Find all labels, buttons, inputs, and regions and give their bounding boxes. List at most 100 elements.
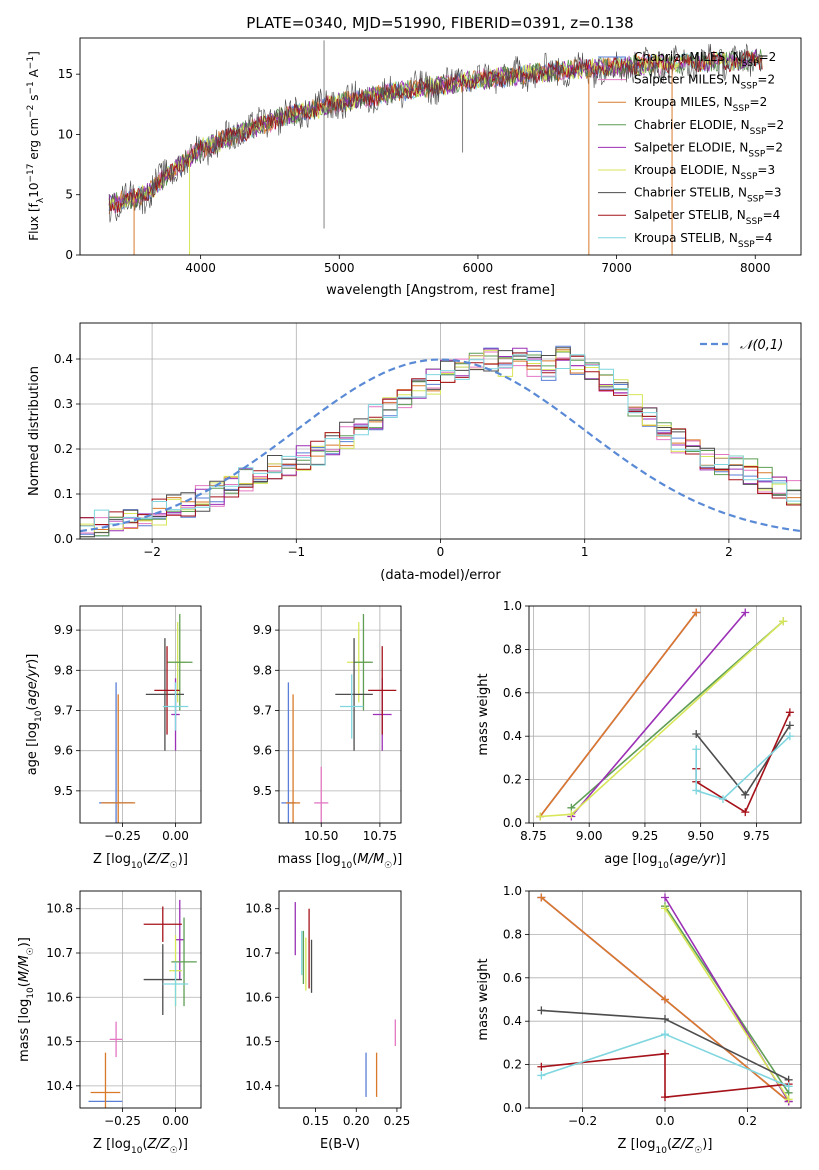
label-part: Salpeter STELIB, N (634, 208, 746, 222)
point-z-mass-3 (175, 899, 185, 980)
label-part: ☉ (694, 1146, 702, 1156)
y-tick-label: 1.0 (503, 599, 522, 613)
y-tick-label: 9.6 (253, 744, 272, 758)
points-z-age (99, 614, 193, 823)
axes-z-weight: −0.2 0.0 0.2 0.0 0.2 0.4 0.6 0.8 1.0 (503, 884, 801, 1128)
label-part: ( (667, 1137, 672, 1152)
label-part: =2 (750, 95, 768, 109)
mass-age-xlabel: mass [log10(M/M☉)] (278, 852, 403, 871)
y-tick-label: 10.5 (46, 1035, 73, 1049)
point-mass-age-8 (340, 674, 364, 739)
y-tick-label: 0.8 (503, 927, 522, 941)
label-part: λ (36, 197, 46, 203)
label-part: Z/Z (671, 1137, 695, 1152)
weight-marker (785, 708, 794, 717)
y-tick-label: 9.8 (253, 663, 272, 677)
label-part: SSP (738, 240, 755, 250)
y-tick-label: 9.7 (253, 703, 272, 717)
points-z-mass (88, 899, 197, 1108)
point-mass-age-2 (314, 766, 329, 823)
label-part: −17 (26, 163, 36, 182)
label-part: ☉ (170, 1146, 178, 1156)
weight-marker (661, 1030, 669, 1039)
legend-label: Salpeter MILES, NSSP=2 (634, 73, 775, 92)
weight-marker (692, 786, 701, 795)
legend-label: Chabrier MILES, NSSP=2 (634, 50, 776, 69)
label-part: Chabrier ELODIE, N (634, 118, 750, 132)
weight-marker (661, 893, 669, 902)
y-tick-label: 9.9 (253, 623, 272, 637)
x-tick-label: 9.00 (576, 829, 603, 843)
weight-marker (784, 1082, 793, 1091)
label-part: ( (669, 852, 674, 867)
label-part: ☉ (26, 947, 36, 955)
x-tick-label: 0.2 (738, 1114, 757, 1128)
label-part: ( (142, 852, 147, 867)
weight-line-8 (695, 735, 791, 801)
weight-line-7 (541, 1052, 789, 1099)
residuals-frame (79, 322, 802, 540)
x-tick-label: 0 (437, 545, 445, 559)
point-z-age-1 (101, 694, 136, 823)
y-tick-label: 0.0 (503, 816, 522, 830)
label-part: f (27, 202, 41, 207)
y-tick-label: 0.6 (503, 686, 522, 700)
age-weight-xlabel: age [log10(age/yr)] (604, 852, 726, 871)
legend-label: 𝒩(0,1) (740, 338, 783, 353)
x-tick-label: −0.25 (104, 829, 141, 843)
residual-hist-4 (80, 347, 801, 532)
label-part: SSP (733, 104, 750, 114)
x-tick-label: 9.50 (687, 829, 714, 843)
label-part: ☉ (170, 861, 178, 871)
label-part: 10 (26, 987, 36, 999)
x-tick-label: 7000 (601, 261, 632, 275)
z-age-xlabel: Z [log10(Z/Z☉)] (93, 852, 188, 871)
label-part: 10 (341, 861, 353, 871)
residuals-xlabel: (data-model)/error (380, 568, 501, 583)
label-part: Kroupa STELIB, N (634, 231, 738, 245)
label-part: age/yr (674, 852, 717, 867)
point-mass-age-5 (354, 614, 373, 711)
label-part: E(B-V) (320, 1137, 360, 1152)
spectrum-frame (79, 37, 802, 256)
label-part: −1 (26, 56, 36, 69)
y-tick-label: 10 (58, 127, 73, 141)
z-age-ylabel: age [log10(age/yr)] (25, 654, 44, 776)
x-tick-label: −1 (287, 545, 305, 559)
residuals-legend: 𝒩(0,1) (700, 338, 783, 353)
label-part: SSP (742, 59, 759, 69)
x-tick-label: 1 (581, 545, 589, 559)
weight-marker (718, 795, 727, 804)
label-part: Kroupa ELODIE, N (634, 163, 741, 177)
label-part: =4 (755, 231, 773, 245)
point-z-age-7 (162, 682, 189, 731)
y-tick-label: 9.8 (54, 663, 73, 677)
weight-line-3 (570, 620, 784, 809)
age-weight-frame (528, 605, 802, 824)
y-tick-label: 0.8 (503, 642, 522, 656)
z-mass-ylabel: mass [log10(M/M☉)] (17, 937, 36, 1062)
legend-label: Salpeter STELIB, NSSP=4 (634, 208, 780, 227)
label-part: ( (142, 1137, 147, 1152)
label-part: −2 (26, 105, 36, 118)
figure-title: PLATE=0340, MJD=51990, FIBERID=0391, z=0… (246, 14, 633, 32)
weight-line-5 (540, 620, 784, 818)
normal-curve (80, 358, 801, 533)
label-part: Z/Z (147, 852, 171, 867)
y-tick-label: 9.7 (54, 703, 73, 717)
label-part: ( (352, 852, 357, 867)
x-tick-label: 8000 (740, 261, 771, 275)
label-part: M/M (17, 955, 32, 982)
x-tick-label: 8.75 (520, 829, 547, 843)
z-weight-xlabel: Z [log10(Z/Z☉)] (618, 1137, 713, 1156)
y-tick-label: 10.4 (245, 1079, 272, 1093)
legend-label: Salpeter ELODIE, NSSP=2 (634, 140, 783, 159)
x-tick-label: 0.00 (162, 829, 189, 843)
x-tick-label: 0.0 (655, 1114, 674, 1128)
weight-marker (661, 904, 669, 913)
label-part: ☉ (384, 861, 392, 871)
legend-label: Kroupa MILES, NSSP=2 (634, 95, 767, 114)
weight-marker (536, 812, 545, 821)
label-part: mass [log (17, 999, 32, 1062)
x-tick-label: 0.15 (302, 1114, 329, 1128)
